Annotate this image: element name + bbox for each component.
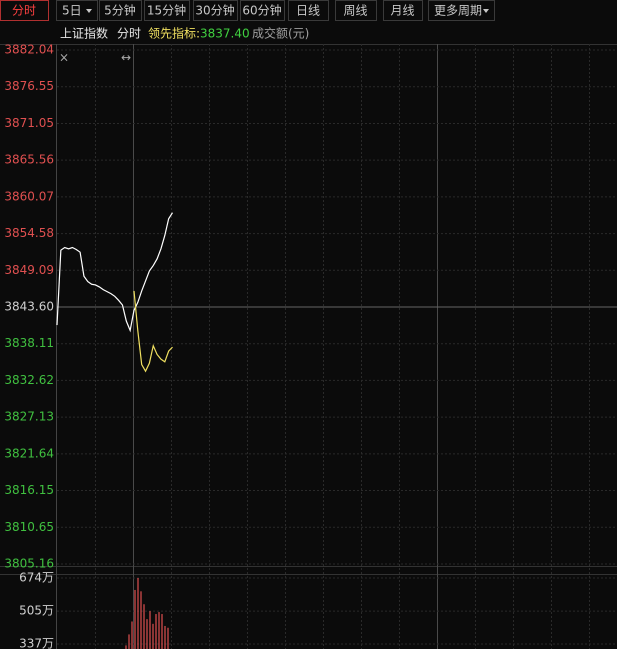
volume-tick-label: 674万 bbox=[19, 571, 54, 585]
y-tick-label: 3810.65 bbox=[4, 520, 54, 534]
tab[interactable] bbox=[288, 0, 329, 21]
info-text: 领先指标: bbox=[148, 26, 200, 41]
tab[interactable] bbox=[144, 0, 190, 21]
tab[interactable] bbox=[0, 0, 49, 21]
tab-label: 5日 bbox=[62, 4, 82, 18]
y-tick-label: 3843.60 bbox=[4, 300, 54, 314]
volume-tick-label: 505万 bbox=[19, 604, 54, 618]
price-line bbox=[56, 212, 174, 333]
close-icon: × bbox=[59, 51, 69, 65]
y-tick-label: 3805.16 bbox=[4, 557, 54, 571]
info-text: 上证指数 bbox=[60, 26, 108, 41]
y-tick-label: 3865.56 bbox=[4, 153, 54, 167]
move-icon: ↔ bbox=[121, 51, 131, 65]
y-tick-label: 3882.04 bbox=[4, 43, 54, 57]
tab-label: 更多周期 bbox=[434, 4, 482, 18]
y-tick-label: 3871.05 bbox=[4, 116, 54, 130]
dropdown-arrow bbox=[86, 9, 92, 13]
y-tick-label: 3854.58 bbox=[4, 226, 54, 240]
y-tick-label: 3816.15 bbox=[4, 483, 54, 497]
info-text: 3837.40 bbox=[200, 27, 250, 41]
tab[interactable] bbox=[383, 0, 423, 21]
tab[interactable] bbox=[56, 0, 98, 21]
tab[interactable] bbox=[193, 0, 238, 21]
tab-label: 日线 bbox=[296, 4, 320, 18]
tab-label: 30分钟 bbox=[195, 3, 234, 18]
y-tick-label: 3876.55 bbox=[4, 79, 54, 93]
y-tick-label: 3832.62 bbox=[4, 373, 54, 387]
tab-label: 分时 bbox=[12, 4, 36, 18]
y-tick-label: 3838.11 bbox=[4, 336, 54, 350]
info-text: 成交额(元) bbox=[252, 26, 309, 41]
tab-label: 月线 bbox=[390, 4, 414, 18]
info-text: 分时 bbox=[117, 27, 141, 41]
price-line bbox=[133, 290, 173, 373]
y-tick-label: 3849.09 bbox=[4, 263, 54, 277]
tab-label: 60分钟 bbox=[242, 3, 281, 18]
tab-label: 15分钟 bbox=[147, 3, 186, 18]
y-tick-label: 3821.64 bbox=[4, 446, 54, 460]
tab-label: 5分钟 bbox=[104, 3, 136, 18]
y-tick-label: 3827.13 bbox=[4, 410, 54, 424]
dropdown-arrow bbox=[483, 9, 489, 13]
y-tick-label: 3860.07 bbox=[4, 189, 54, 203]
tab-label: 周线 bbox=[343, 4, 367, 18]
tab[interactable] bbox=[335, 0, 377, 21]
volume-tick-label: 337万 bbox=[19, 637, 54, 649]
tab[interactable] bbox=[99, 0, 142, 21]
tab[interactable] bbox=[428, 0, 495, 21]
tab[interactable] bbox=[240, 0, 285, 21]
